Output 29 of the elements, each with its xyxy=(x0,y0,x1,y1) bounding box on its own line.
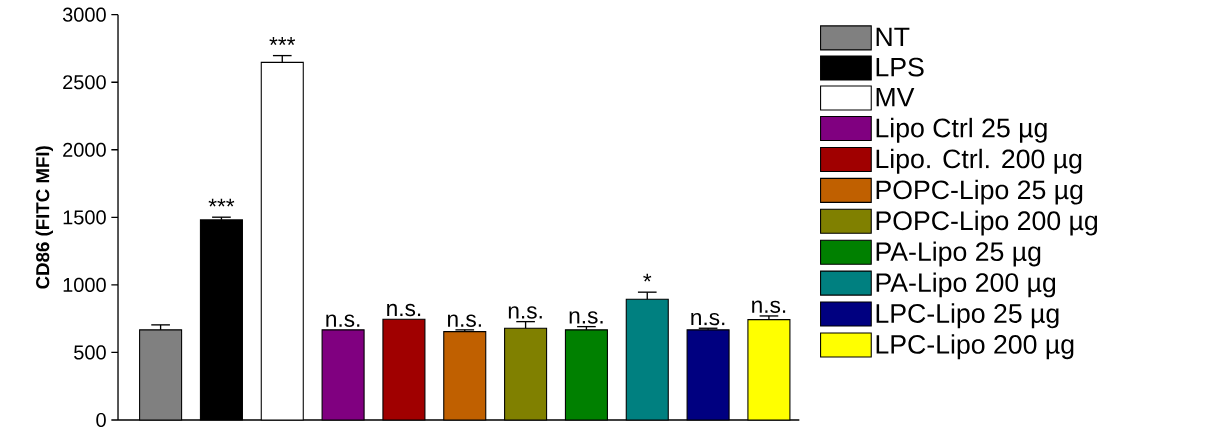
legend-label: Lipo Ctrl 25 µg xyxy=(876,117,1047,143)
annotation: *** xyxy=(269,37,296,46)
legend-label: MV xyxy=(876,87,915,107)
annotation: n.s. xyxy=(691,312,725,326)
legend-label: POPC-Lipo 25 µg xyxy=(876,179,1083,205)
annotation: n.s. xyxy=(448,314,481,327)
annotation: n.s. xyxy=(752,300,786,314)
annotation: * xyxy=(643,273,652,282)
y-tick-label: 1500 xyxy=(63,210,106,225)
legend-label: NT xyxy=(876,27,910,47)
y-tick-label: 3000 xyxy=(62,7,106,22)
annotation: *** xyxy=(208,198,235,207)
annotation: n.s. xyxy=(569,311,603,324)
legend-label: POPC-Lipo 200 µg xyxy=(876,210,1098,236)
y-tick-label: 0 xyxy=(96,412,106,428)
legend-label: Lipo. Ctrl. 200 µg xyxy=(876,148,1082,174)
legend-label: LPC-Lipo 200 µg xyxy=(876,334,1074,360)
y-tick-label: 500 xyxy=(74,345,106,360)
annotation: n.s. xyxy=(387,303,421,317)
y-tick-label: 2500 xyxy=(63,75,106,90)
legend-label: PA-Lipo 200 µg xyxy=(876,272,1056,298)
legend-label: PA-Lipo 25 µg xyxy=(876,241,1041,267)
y-axis-title: CD86 (FITC MFI) xyxy=(35,146,53,289)
annotation: n.s. xyxy=(508,306,542,319)
legend-label: LPS xyxy=(876,57,924,77)
y-tick-label: 2000 xyxy=(63,142,106,157)
y-tick-label: 1000 xyxy=(63,277,106,292)
legend-label: LPC-Lipo 25 µg xyxy=(876,303,1059,329)
annotation: n.s. xyxy=(326,314,360,327)
